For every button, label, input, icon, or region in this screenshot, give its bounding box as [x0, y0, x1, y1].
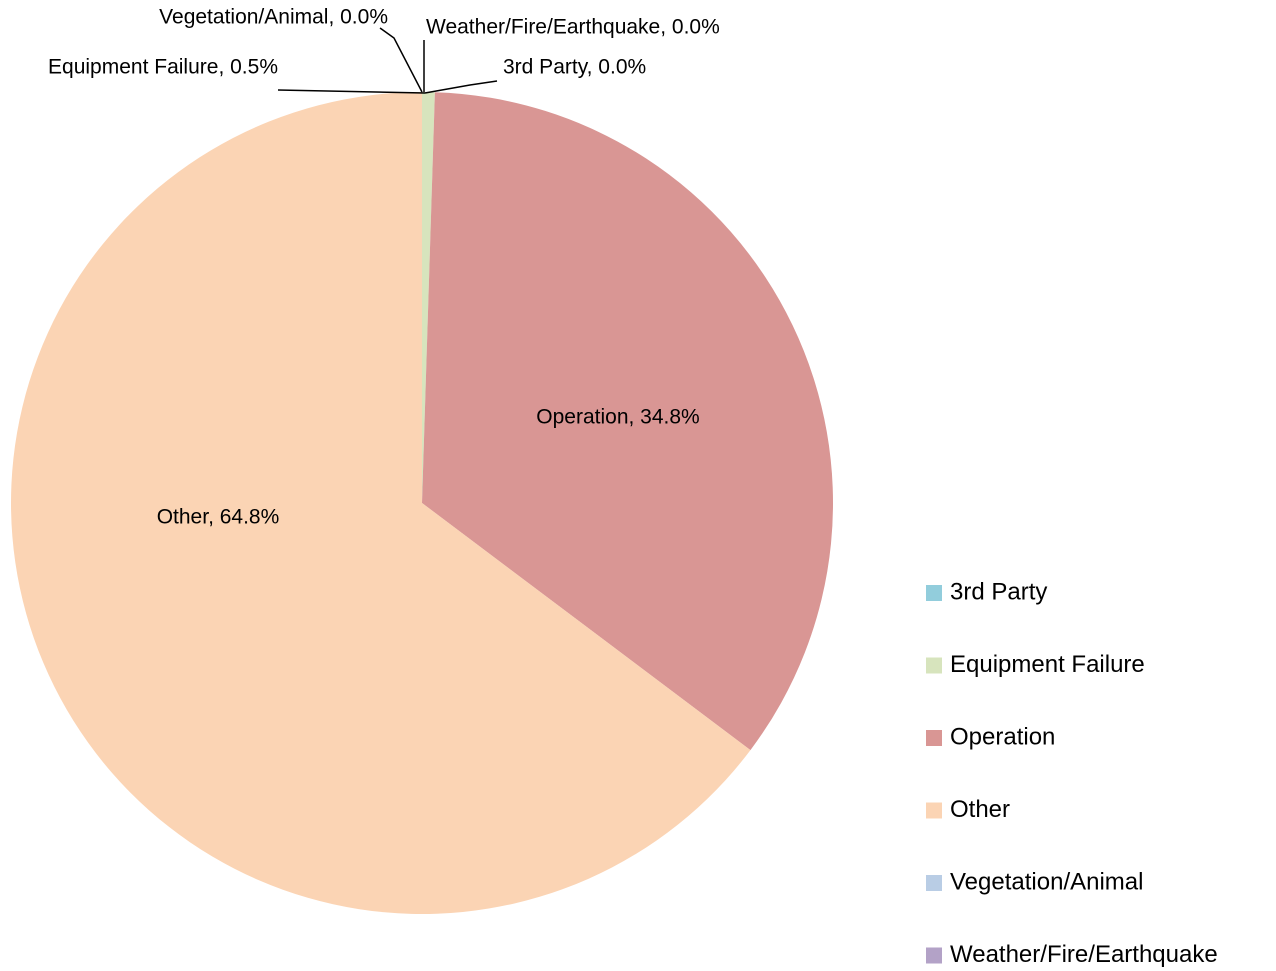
- data-label: 3rd Party, 0.0%: [503, 56, 646, 79]
- pie-slice: [422, 92, 833, 751]
- leader-line: [424, 80, 498, 94]
- data-label: Operation, 34.8%: [536, 406, 699, 429]
- leader-line: [379, 27, 423, 93]
- legend-swatch: [926, 947, 942, 964]
- legend-swatch: [926, 875, 942, 891]
- data-label: Equipment Failure, 0.5%: [48, 56, 278, 79]
- pie-slice: [422, 92, 435, 503]
- data-label: Vegetation/Animal, 0.0%: [159, 6, 388, 29]
- legend-label: Equipment Failure: [950, 651, 1145, 678]
- legend-label: Operation: [950, 723, 1055, 750]
- legend-label: 3rd Party: [950, 578, 1047, 605]
- data-label: Weather/Fire/Earthquake, 0.0%: [426, 16, 720, 39]
- legend-label: Other: [950, 796, 1010, 823]
- legend-label: Weather/Fire/Earthquake: [950, 941, 1218, 968]
- legend-swatch: [926, 802, 942, 819]
- legend-swatch: [926, 585, 942, 601]
- pie-slice: [10, 92, 751, 914]
- legend-swatch: [926, 730, 942, 746]
- legend-label: Vegetation/Animal: [950, 868, 1143, 895]
- legend-swatch: [926, 657, 942, 674]
- data-label: Other, 64.8%: [157, 506, 280, 529]
- leader-line: [277, 89, 426, 94]
